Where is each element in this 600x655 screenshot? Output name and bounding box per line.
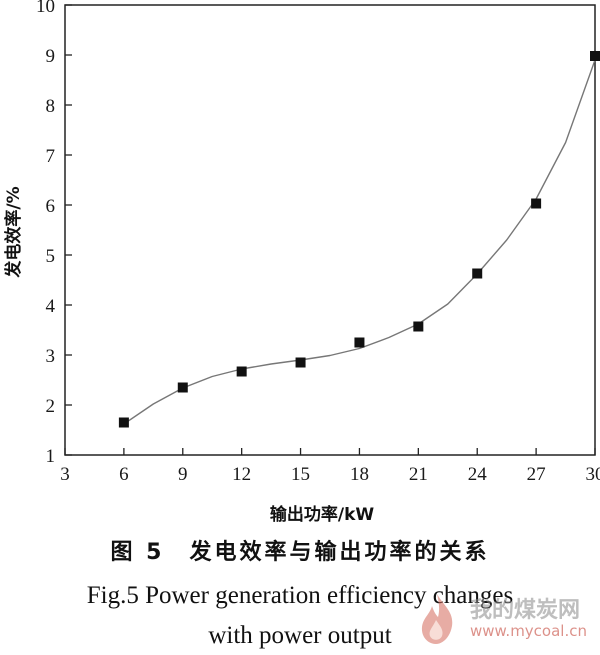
y-tick-label: 7 — [46, 146, 56, 167]
data-point-marker — [295, 357, 306, 368]
fit-curve-layer — [123, 59, 596, 425]
y-tick-label: 3 — [46, 346, 56, 367]
x-tick-label: 3 — [60, 464, 70, 485]
data-point-marker — [177, 382, 188, 393]
data-point-marker — [531, 198, 542, 209]
watermark-url: www.mycoal.cn — [470, 622, 587, 640]
x-tick-label: 9 — [178, 464, 188, 485]
plot-border — [64, 4, 596, 456]
x-tick-label: 12 — [232, 464, 251, 485]
x-tick-label: 30 — [586, 464, 600, 485]
y-tick-label: 1 — [46, 446, 56, 467]
x-tick-label: 24 — [468, 464, 488, 485]
figure-caption-english-line-2: with power output — [208, 622, 392, 649]
y-tick-label: 9 — [46, 46, 56, 67]
y-tick-label: 4 — [46, 296, 56, 317]
data-points — [118, 51, 600, 428]
x-tick-label: 15 — [291, 464, 310, 485]
watermark-text: 我的煤炭网 — [470, 598, 581, 623]
y-tick-label: 5 — [46, 246, 56, 267]
x-axis-label: 输出功率/kW — [270, 504, 375, 525]
x-tick-label: 18 — [350, 464, 369, 485]
data-point-marker — [472, 268, 483, 279]
x-tick-label: 21 — [409, 464, 428, 485]
x-tick-label: 6 — [119, 464, 129, 485]
data-point-marker — [236, 366, 247, 377]
y-tick-label: 6 — [46, 196, 56, 217]
watermark: 我的煤炭网 www.mycoal.cn — [410, 590, 595, 650]
figure-caption-chinese: 图 5 发电效率与输出功率的关系 — [110, 540, 490, 565]
y-tick-label: 2 — [46, 396, 56, 417]
flame-logo-icon — [421, 594, 453, 644]
y-axis: 1 2 3 4 5 6 7 8 9 10 — [36, 0, 72, 467]
data-point-marker — [354, 337, 365, 348]
data-point-marker — [413, 321, 424, 332]
x-tick-label: 27 — [527, 464, 546, 485]
x-axis: 3 6 9 12 15 18 21 24 27 30 — [60, 448, 600, 485]
fit-curve-line — [123, 59, 596, 425]
data-point-marker — [590, 51, 600, 61]
y-tick-label: 8 — [46, 96, 56, 117]
y-tick-label: 10 — [36, 0, 55, 17]
data-point-marker — [118, 417, 129, 428]
y-axis-label: 发电效率/% — [3, 186, 24, 278]
plot-frame — [64, 4, 596, 456]
